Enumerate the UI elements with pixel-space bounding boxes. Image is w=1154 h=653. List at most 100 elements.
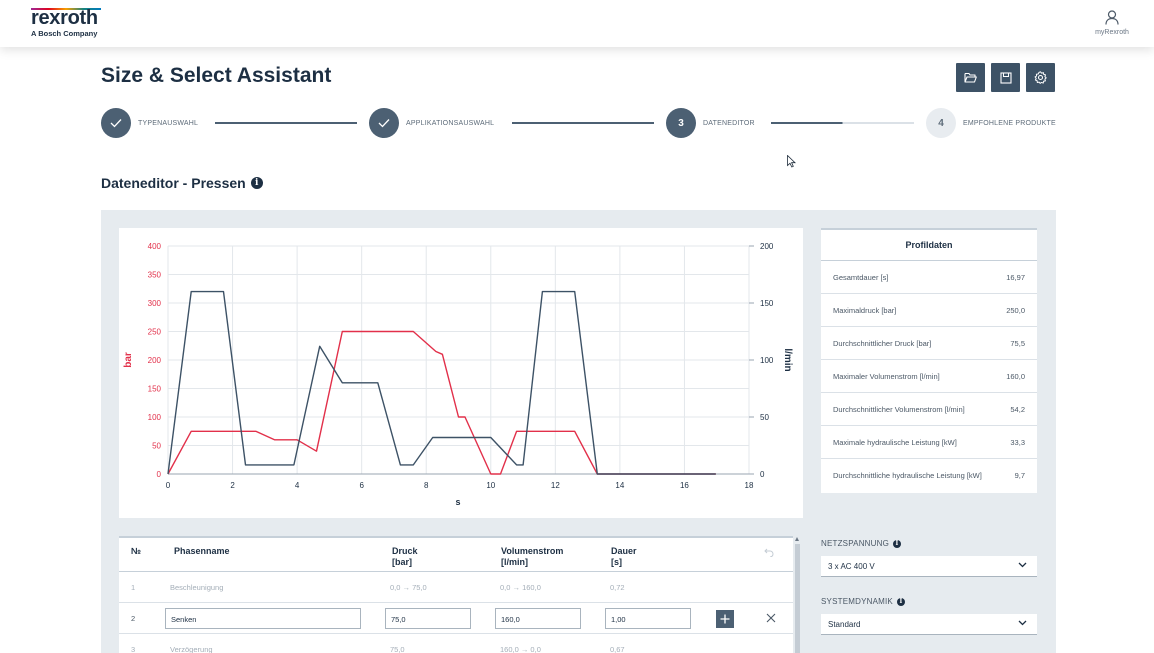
cell-no: 1 (131, 583, 136, 592)
profile-row: Maximale hydraulische Leistung [kW] 33,3 (821, 426, 1037, 459)
x-tick-label: 4 (295, 481, 300, 490)
y-right-tick-label: 0 (760, 470, 765, 479)
x-tick-label: 12 (551, 481, 560, 490)
cell-volumen: 0,0 → 160,0 (500, 583, 541, 592)
y-right-tick-label: 150 (760, 299, 774, 308)
y-left-tick-label: 400 (148, 242, 162, 251)
table-scrollbar[interactable] (794, 536, 801, 653)
info-icon[interactable]: i (896, 597, 905, 606)
info-icon[interactable]: i (250, 177, 263, 189)
profile-row-label: Maximale hydraulische Leistung [kW] (833, 438, 957, 447)
section-title-text: Dateneditor - Pressen (101, 175, 246, 191)
netzspannung-label: NETZSPANNUNG i (821, 539, 902, 548)
cell-name: Verzögerung (170, 645, 213, 653)
step-applikationsauswahl[interactable]: APPLIKATIONSAUSWAHL (369, 108, 494, 138)
close-icon (766, 613, 776, 623)
y-left-tick-label: 50 (152, 442, 161, 451)
druck-input[interactable]: 75,0 (385, 608, 471, 629)
col-header-no: № (131, 546, 142, 556)
volumenstrom-series-line (167, 290, 716, 475)
step-circle: 4 (926, 108, 956, 138)
page-title: Size & Select Assistant (101, 64, 332, 87)
remove-phase-button[interactable] (764, 611, 778, 625)
cell-dauer: 0,67 (610, 645, 625, 653)
x-tick-label: 0 (166, 481, 171, 490)
col-header-name: Phasenname (174, 546, 230, 556)
step-connector-1 (215, 122, 357, 124)
step-circle: 3 (666, 108, 696, 138)
profile-row: Maximaldruck [bar] 250,0 (821, 294, 1037, 327)
y-right-tick-label: 50 (760, 413, 769, 422)
col-header-dauer-unit: [s] (611, 557, 622, 567)
volumen-input[interactable]: 160,0 (495, 608, 581, 629)
step-typenauswahl[interactable]: TYPENAUSWAHL (101, 108, 198, 138)
profile-data-title: Profildaten (821, 228, 1037, 261)
profile-row-value: 33,3 (1010, 438, 1025, 447)
scroll-up-arrow-icon[interactable] (795, 537, 799, 541)
y-left-tick-label: 100 (148, 413, 162, 422)
x-tick-label: 10 (486, 481, 495, 490)
systemdynamik-select[interactable]: Standard (821, 614, 1037, 635)
netzspannung-value: 3 x AC 400 V (828, 562, 875, 571)
step-empfohlene-produkte[interactable]: 4 EMPFOHLENE PRODUKTE (926, 108, 1056, 138)
col-header-volumen-unit: [l/min] (501, 557, 528, 567)
table-row-editing: 2 Senken 75,0 160,0 1,00 (119, 603, 793, 634)
systemdynamik-label: SYSTEMDYNAMIK i (821, 597, 905, 606)
y-right-axis-label: l/min (782, 348, 793, 371)
profile-row: Durchschnittliche hydraulische Leistung … (821, 459, 1037, 491)
logo-subtitle: A Bosch Company (31, 29, 98, 38)
save-icon (999, 71, 1012, 84)
profile-chart: 0 2 4 6 8 10 12 14 16 18 0 50 100 150 200 250 300 350 400 0… (123, 242, 793, 507)
table-row[interactable]: 3 Verzögerung 75,0 160,0 → 0,0 0,67 (119, 634, 793, 653)
logo-word: rexroth (31, 7, 98, 29)
x-tick-label: 18 (745, 481, 754, 490)
druck-series-line (167, 330, 716, 475)
y-left-tick-label: 200 (148, 356, 162, 365)
dauer-input[interactable]: 1,00 (605, 608, 691, 629)
table-row[interactable]: 1 Beschleunigung 0,0 → 75,0 0,0 → 160,0 … (119, 572, 793, 603)
x-tick-label: 8 (424, 481, 429, 490)
col-header-volumen: Volumenstrom [l/min] (501, 546, 563, 568)
section-title: Dateneditor - Pressen i (101, 175, 263, 191)
netzspannung-select[interactable]: 3 x AC 400 V (821, 556, 1037, 577)
scrollbar-thumb[interactable] (795, 544, 800, 653)
step-label: EMPFOHLENE PRODUKTE (963, 119, 1056, 127)
y-left-axis-label: bar (123, 352, 134, 368)
info-icon[interactable]: i (893, 539, 902, 548)
step-label: DATENEDITOR (703, 119, 755, 127)
netzspannung-label-text: NETZSPANNUNG (821, 539, 890, 548)
account-label: myRexroth (1095, 29, 1129, 36)
logo-color-bar (31, 8, 101, 10)
settings-icon (1034, 71, 1047, 84)
rexroth-logo[interactable]: rexroth A Bosch Company (31, 7, 101, 38)
profile-row-label: Durchschnittlicher Druck [bar] (833, 339, 932, 348)
profile-data-card: Profildaten Gesamtdauer [s] 16,97 Maxima… (821, 228, 1037, 493)
settings-button[interactable] (1026, 63, 1055, 92)
profile-row: Durchschnittlicher Druck [bar] 75,5 (821, 327, 1037, 360)
account-button[interactable]: myRexroth (1092, 10, 1132, 36)
add-phase-button[interactable] (716, 610, 734, 628)
x-tick-label: 14 (615, 481, 624, 490)
x-tick-label: 2 (230, 481, 235, 490)
x-tick-label: 16 (680, 481, 689, 490)
phase-name-input[interactable]: Senken (165, 608, 361, 629)
save-button[interactable] (991, 63, 1020, 92)
step-connector-3 (771, 122, 914, 124)
chevron-down-icon (1018, 620, 1027, 626)
mouse-cursor-icon (787, 155, 796, 168)
step-circle (369, 108, 399, 138)
x-axis-label: s (455, 497, 460, 507)
progress-stepper: TYPENAUSWAHL APPLIKATIONSAUSWAHL 3 DATEN… (101, 108, 1056, 138)
profile-row-value: 9,7 (1014, 471, 1025, 480)
open-button[interactable] (956, 63, 985, 92)
profile-row-label: Durchschnittlicher Volumenstrom [l/min] (833, 405, 965, 414)
col-header-druck-title: Druck (392, 546, 418, 556)
systemdynamik-label-text: SYSTEMDYNAMIK (821, 597, 893, 606)
col-header-dauer-title: Dauer (611, 546, 637, 556)
chevron-down-icon (1018, 562, 1027, 568)
step-label: TYPENAUSWAHL (138, 119, 199, 127)
chart-container: 0 2 4 6 8 10 12 14 16 18 0 50 100 150 200 250 300 350 400 0… (119, 228, 803, 518)
step-dateneditor[interactable]: 3 DATENEDITOR (666, 108, 755, 138)
undo-icon[interactable] (764, 548, 774, 557)
profile-row: Durchschnittlicher Volumenstrom [l/min] … (821, 393, 1037, 426)
